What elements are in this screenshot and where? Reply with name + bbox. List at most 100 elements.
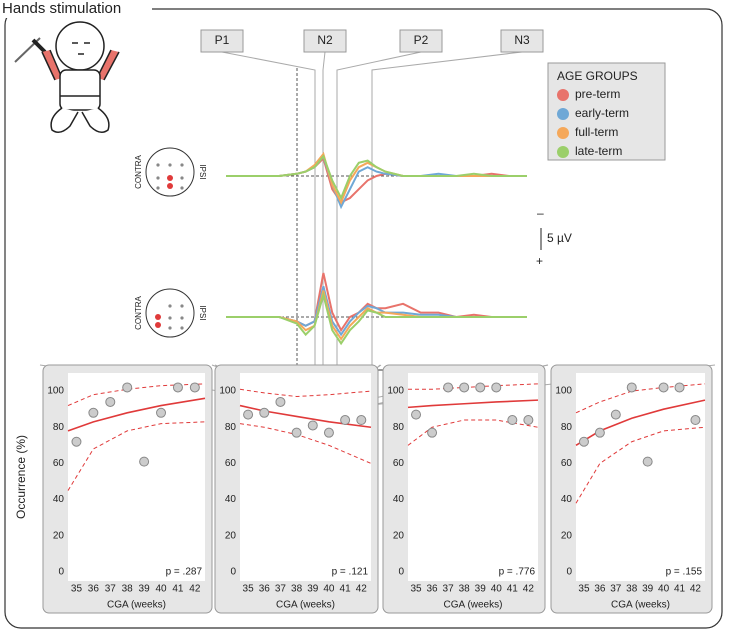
x-tick-label: 38 (122, 584, 134, 595)
x-tick-label: 35 (578, 584, 590, 595)
point (594, 427, 605, 438)
legend-swatch (557, 89, 569, 101)
x-tick-label: 41 (507, 584, 519, 595)
x-tick-label: 35 (243, 584, 255, 595)
point (459, 382, 470, 393)
point (122, 382, 133, 393)
point (427, 427, 438, 438)
component-label: N2 (317, 33, 333, 47)
x-tick-label: 39 (642, 584, 654, 595)
point (578, 436, 589, 447)
y-tick-label: 80 (225, 422, 237, 433)
x-tick-label: 40 (658, 584, 670, 595)
erp-line (226, 156, 527, 204)
connector (221, 51, 316, 405)
x-tick-label: 42 (189, 584, 201, 595)
point (88, 407, 99, 418)
x-tick-label: 36 (594, 584, 606, 595)
legend-swatch (557, 127, 569, 139)
fit-line (67, 397, 206, 432)
component-box (200, 29, 244, 53)
x-tick-label: 35 (410, 584, 422, 595)
ipsi-label: IPSI (198, 164, 207, 179)
y-tick-label: 100 (555, 386, 572, 397)
x-tick-label: 37 (275, 584, 287, 595)
plot-area (68, 373, 205, 581)
component-label: P2 (414, 33, 429, 47)
point (291, 427, 302, 438)
point (674, 382, 685, 393)
x-tick-label: 42 (690, 584, 702, 595)
x-axis-label: CGA (weeks) (444, 600, 503, 611)
y-tick-label: 20 (225, 530, 237, 541)
title: Hands stimulation (2, 0, 121, 17)
point (189, 382, 200, 393)
point (491, 382, 502, 393)
y-tick-label: 0 (566, 567, 572, 578)
p-value: p = .776 (499, 567, 536, 578)
component-label: P1 (215, 33, 230, 47)
erp-line (226, 272, 527, 333)
erp-line (226, 285, 527, 337)
x-tick-label: 36 (88, 584, 100, 595)
y-tick-label: 60 (53, 458, 65, 469)
p-value: p = .155 (666, 567, 703, 578)
connector (371, 51, 523, 405)
x-tick-label: 41 (674, 584, 686, 595)
x-tick-label: 38 (291, 584, 303, 595)
x-tick-label: 41 (340, 584, 352, 595)
fit-line (407, 399, 539, 409)
y-tick-label: 0 (230, 567, 236, 578)
y-tick-label: 20 (561, 530, 573, 541)
point (642, 456, 653, 467)
point (690, 415, 701, 426)
y-tick-label: 100 (219, 386, 236, 397)
point (105, 396, 116, 407)
scale-label: 5 µV (547, 231, 572, 245)
erp-line (226, 151, 527, 205)
plot-area (240, 373, 371, 581)
legend-swatch (557, 146, 569, 158)
x-tick-label: 38 (459, 584, 471, 595)
legend-label: early-term (575, 106, 629, 120)
point (340, 415, 351, 426)
point (323, 427, 334, 438)
legend-label: late-term (575, 144, 622, 158)
point (443, 382, 454, 393)
point (658, 382, 669, 393)
legend-title: AGE GROUPS (557, 69, 638, 83)
y-tick-label: 40 (393, 494, 405, 505)
contra-label: CONTRA (134, 295, 143, 329)
ci-line (239, 388, 372, 398)
x-axis-label: CGA (weeks) (276, 600, 335, 611)
point (475, 382, 486, 393)
point (259, 407, 270, 418)
x-tick-label: 40 (491, 584, 503, 595)
point (356, 415, 367, 426)
erp-line (226, 154, 527, 201)
legend-label: pre-term (575, 87, 620, 101)
x-tick-label: 36 (259, 584, 271, 595)
scale-minus: – (537, 206, 544, 220)
x-tick-label: 38 (626, 584, 638, 595)
point (172, 382, 183, 393)
y-tick-label: 0 (398, 567, 404, 578)
p-value: p = .287 (166, 567, 203, 578)
ci-line (407, 419, 539, 446)
y-tick-label: 80 (53, 422, 65, 433)
x-tick-label: 42 (523, 584, 535, 595)
x-tick-label: 37 (443, 584, 455, 595)
frame (4, 8, 723, 629)
ci-line (575, 426, 706, 504)
y-tick-label: 100 (387, 386, 404, 397)
x-tick-label: 37 (610, 584, 622, 595)
scale-plus: + (536, 254, 543, 268)
x-tick-label: 40 (323, 584, 335, 595)
plot-area (576, 373, 705, 581)
ipsi-label: IPSI (198, 305, 207, 320)
head-map (145, 147, 195, 338)
ci-line (67, 421, 206, 491)
y-tick-label: 100 (47, 386, 64, 397)
